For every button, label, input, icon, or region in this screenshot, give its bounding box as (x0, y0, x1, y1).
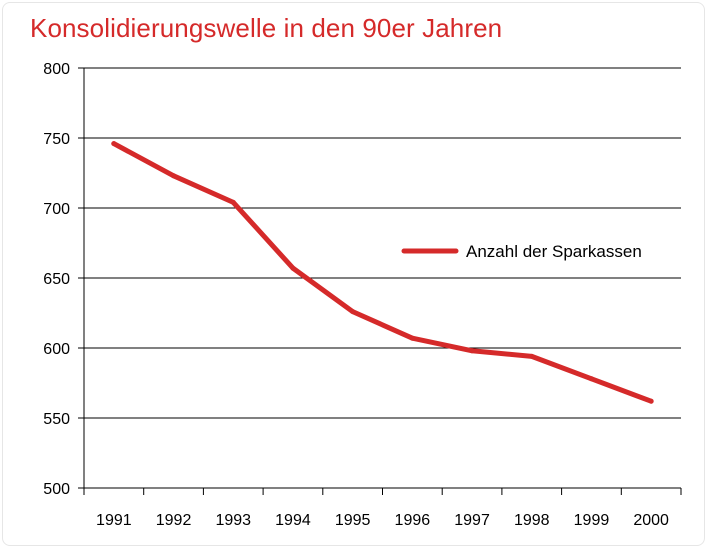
x-tick-label-2000: 2000 (633, 512, 669, 529)
data-point-1999 (588, 376, 594, 382)
y-tick-label-750: 750 (43, 131, 70, 148)
x-tick-label-1998: 1998 (514, 512, 550, 529)
data-point-1997 (469, 348, 475, 354)
x-tick-label-1999: 1999 (574, 512, 610, 529)
y-tick-label-600: 600 (43, 341, 70, 358)
x-axis-tick-labels: 1991 1992 1993 1994 1995 1996 1997 1998 1999 2000 (96, 512, 669, 529)
series-line-0 (111, 141, 654, 404)
x-tick-label-1991: 1991 (96, 512, 132, 529)
x-tick-label-1996: 1996 (395, 512, 431, 529)
legend: Anzahl der Sparkassen (401, 242, 642, 261)
grid-lines (84, 67, 681, 419)
y-axis-tick-labels: 500 550 600 650 700 750 800 (43, 61, 70, 498)
y-tick-label-550: 550 (43, 411, 70, 428)
x-tick-label-1992: 1992 (156, 512, 192, 529)
data-point-1993 (230, 199, 236, 205)
data-point-1991 (111, 141, 117, 147)
data-point-2000 (648, 398, 654, 404)
y-tick-label-650: 650 (43, 271, 70, 288)
data-series (111, 141, 654, 404)
data-point-1994 (290, 265, 296, 271)
data-point-1995 (350, 309, 356, 315)
y-tick-label-800: 800 (43, 61, 70, 78)
data-point-1996 (409, 335, 415, 341)
x-tick-label-1997: 1997 (454, 512, 490, 529)
x-tick-label-1995: 1995 (335, 512, 371, 529)
data-point-1992 (171, 173, 177, 179)
data-point-1998 (529, 353, 535, 359)
x-tick-label-1994: 1994 (275, 512, 311, 529)
x-tick-label-1993: 1993 (215, 512, 251, 529)
y-tick-label-700: 700 (43, 201, 70, 218)
legend-label: Anzahl der Sparkassen (466, 242, 642, 261)
x-axis-ticks (83, 488, 682, 495)
y-tick-label-500: 500 (43, 481, 70, 498)
chart-title: Konsolidierungswelle in den 90er Jahren (30, 13, 503, 43)
